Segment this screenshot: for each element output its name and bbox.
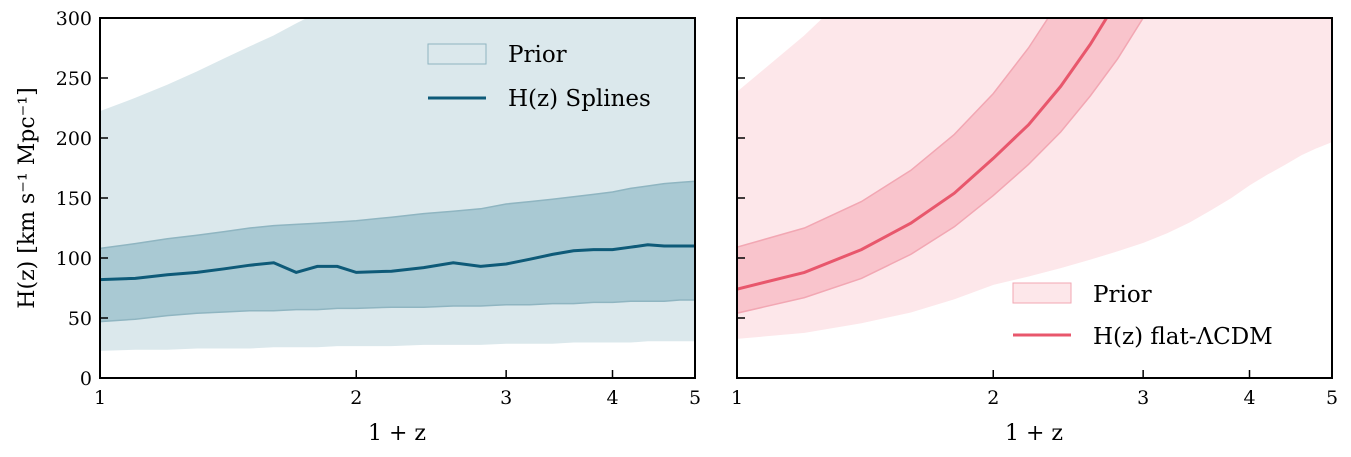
right-legend-prior-label: Prior: [1093, 282, 1152, 308]
right-plot-area: [737, 18, 1332, 339]
left-y-axis-label: H(z) [km s⁻¹ Mpc⁻¹]: [15, 87, 40, 308]
right-x-tick-label: 1: [731, 387, 743, 409]
left-legend: Prior H(z) Splines: [427, 42, 651, 112]
left-credible-band: [100, 180, 695, 323]
left-axes-frame: [99, 17, 696, 379]
right-x-tick-label: 4: [1243, 387, 1255, 409]
left-x-tick-label: 5: [689, 387, 701, 409]
left-x-axis-label: 1 + z: [368, 421, 426, 446]
left-y-tick-label: 100: [56, 248, 92, 270]
left-y-tick-label: 300: [56, 8, 92, 30]
left-plot-area: [100, 18, 695, 351]
left-y-tick-label: 0: [80, 368, 92, 390]
right-legend-prior-swatch: [1012, 282, 1072, 304]
right-x-tick-label: 2: [987, 387, 999, 409]
right-legend-lcdm-label: H(z) flat-ΛCDM: [1093, 324, 1273, 350]
right-credible-band: [737, 18, 1145, 314]
right-lcdm-line: [737, 18, 1109, 291]
left-y-tick-label: 50: [68, 308, 92, 330]
right-panel: 1 2 3 4 5 1 + z Prior H(z) flat-ΛCDM: [731, 17, 1338, 446]
left-x-tick-label: 2: [350, 387, 362, 409]
left-x-tick-label: 4: [606, 387, 618, 409]
left-y-tick-label: 250: [56, 68, 92, 90]
right-x-axis-label: 1 + z: [1005, 421, 1063, 446]
right-x-tick-label: 5: [1326, 387, 1338, 409]
right-axes-ticks: 1 2 3 4 5: [731, 17, 1338, 409]
left-splines-line: [100, 243, 695, 282]
left-legend-splines-label: H(z) Splines: [508, 86, 651, 112]
left-x-tick-label: 3: [500, 387, 512, 409]
right-legend: Prior H(z) flat-ΛCDM: [1012, 282, 1273, 350]
left-legend-prior-label: Prior: [508, 42, 567, 68]
left-legend-prior-swatch: [427, 43, 487, 65]
left-y-tick-label: 200: [56, 128, 92, 150]
right-x-tick-label: 3: [1137, 387, 1149, 409]
left-y-tick-label: 150: [56, 188, 92, 210]
right-axes-frame: [736, 17, 1333, 379]
left-x-tick-label: 1: [94, 387, 106, 409]
